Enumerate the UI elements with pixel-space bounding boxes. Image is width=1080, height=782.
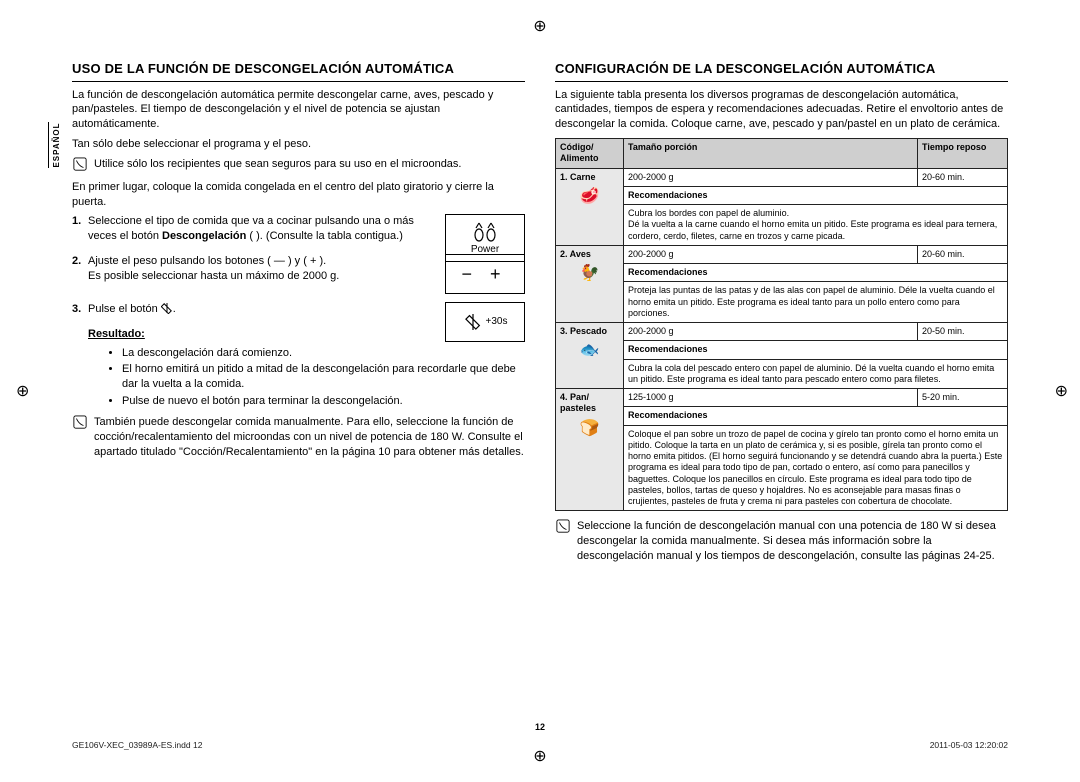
step-1-bold: Descongelación bbox=[162, 230, 246, 242]
page-number: 12 bbox=[535, 722, 545, 732]
note-text-1: Utilice sólo los recipientes que sean se… bbox=[94, 157, 461, 176]
th-size: Tamaño porción bbox=[624, 139, 918, 169]
bullet-1: La descongelación dará comienzo. bbox=[122, 346, 525, 361]
steps-list: 1. Seleccione el tipo de comida que va a… bbox=[72, 214, 525, 316]
footer-timestamp: 2011-05-03 12:20:02 bbox=[930, 740, 1008, 750]
th-code: Código/ Alimento bbox=[556, 139, 624, 169]
step-num-1: 1. bbox=[72, 214, 81, 229]
table-time-cell: 20-50 min. bbox=[918, 323, 1008, 341]
step-num-3: 3. bbox=[72, 302, 81, 317]
footer-filename: GE106V-XEC_03989A-ES.indd 12 bbox=[72, 740, 202, 750]
step-2: 2. Ajuste el peso pulsando los botones (… bbox=[88, 254, 525, 284]
table-rec-label: Recomendaciones bbox=[624, 264, 1008, 282]
step-2-text-c: ). bbox=[316, 255, 326, 267]
start-30s-label: +30s bbox=[486, 315, 508, 329]
step-3: 3. Pulse el botón . +30s bbox=[88, 302, 525, 317]
left-heading: USO DE LA FUNCIÓN DE DESCONGELACIÓN AUTO… bbox=[72, 60, 525, 82]
left-instruction: En primer lugar, coloque la comida conge… bbox=[72, 180, 525, 210]
left-intro-1: La función de descongelación automática … bbox=[72, 88, 525, 133]
start-30s-button-illustration: +30s bbox=[445, 302, 525, 342]
plus-minus-button-illustration: −+ bbox=[445, 254, 525, 294]
footer: GE106V-XEC_03989A-ES.indd 12 2011-05-03 … bbox=[72, 740, 1008, 750]
th-time: Tiempo reposo bbox=[918, 139, 1008, 169]
crop-mark-left: ⊕ bbox=[16, 381, 29, 401]
table-size-cell: 200-2000 g bbox=[624, 245, 918, 263]
table-rec-text: Cubra los bordes con papel de aluminio.D… bbox=[624, 205, 1008, 246]
table-time-cell: 20-60 min. bbox=[918, 245, 1008, 263]
table-rec-text: Proteja las puntas de las patas y de las… bbox=[624, 282, 1008, 323]
right-intro: La siguiente tabla presenta los diversos… bbox=[555, 88, 1008, 133]
table-rec-text: Cubra la cola del pescado entero con pap… bbox=[624, 359, 1008, 389]
right-heading: CONFIGURACIÓN DE LA DESCONGELACIÓN AUTOM… bbox=[555, 60, 1008, 82]
food-icon: 🐟 bbox=[560, 341, 619, 361]
result-bullets: La descongelación dará comienzo. El horn… bbox=[72, 346, 525, 409]
note-text-3: Seleccione la función de descongelación … bbox=[577, 519, 1008, 564]
page-content: USO DE LA FUNCIÓN DE DESCONGELACIÓN AUTO… bbox=[72, 60, 1008, 720]
step-3-text: Pulse el botón bbox=[88, 303, 161, 315]
note-icon bbox=[555, 519, 571, 564]
table-code-cell: 1. Carne🥩 bbox=[556, 168, 624, 245]
table-code-cell: 4. Pan/ pasteles🍞 bbox=[556, 389, 624, 511]
table-rec-text: Coloque el pan sobre un trozo de papel d… bbox=[624, 425, 1008, 511]
table-code-cell: 2. Aves🐓 bbox=[556, 245, 624, 322]
bullet-3: Pulse de nuevo el botón para terminar la… bbox=[122, 394, 525, 409]
plus-minus-glyphs: −+ bbox=[451, 262, 518, 286]
bullet-2: El horno emitirá un pitido a mitad de la… bbox=[122, 362, 525, 392]
note-icon bbox=[72, 157, 88, 176]
left-intro-2: Tan sólo debe seleccionar el programa y … bbox=[72, 137, 525, 152]
crop-mark-top: ⊕ bbox=[533, 16, 546, 36]
table-rec-label: Recomendaciones bbox=[624, 407, 1008, 425]
step-2-text-a: Ajuste el peso pulsando los botones ( bbox=[88, 255, 274, 267]
right-column: CONFIGURACIÓN DE LA DESCONGELACIÓN AUTOM… bbox=[555, 60, 1008, 720]
table-size-cell: 200-2000 g bbox=[624, 168, 918, 186]
table-time-cell: 5-20 min. bbox=[918, 389, 1008, 407]
note-text-2: También puede descongelar comida manualm… bbox=[94, 415, 525, 460]
table-rec-label: Recomendaciones bbox=[624, 341, 1008, 359]
table-size-cell: 125-1000 g bbox=[624, 389, 918, 407]
food-icon: 🐓 bbox=[560, 264, 619, 284]
note-container-2: También puede descongelar comida manualm… bbox=[72, 415, 525, 460]
step-1: 1. Seleccione el tipo de comida que va a… bbox=[88, 214, 525, 244]
food-icon: 🍞 bbox=[560, 419, 619, 439]
step-1-text-c: ( ). (Consulte la tabla contigua.) bbox=[249, 230, 402, 242]
table-code-cell: 3. Pescado🐟 bbox=[556, 323, 624, 389]
table-rec-label: Recomendaciones bbox=[624, 186, 1008, 204]
step-2-text-b: ) y ( bbox=[285, 255, 310, 267]
note-container-3: Seleccione la función de descongelación … bbox=[555, 519, 1008, 564]
defrost-table: Código/ Alimento Tamaño porción Tiempo r… bbox=[555, 138, 1008, 511]
step-2-text-d: Es posible seleccionar hasta un máximo d… bbox=[88, 270, 339, 282]
note-icon bbox=[72, 415, 88, 460]
food-icon: 🥩 bbox=[560, 187, 619, 207]
note-container-1: Utilice sólo los recipientes que sean se… bbox=[72, 157, 525, 176]
crop-mark-right: ⊕ bbox=[1055, 381, 1068, 401]
left-column: USO DE LA FUNCIÓN DE DESCONGELACIÓN AUTO… bbox=[72, 60, 525, 720]
step-num-2: 2. bbox=[72, 254, 81, 269]
table-time-cell: 20-60 min. bbox=[918, 168, 1008, 186]
table-size-cell: 200-2000 g bbox=[624, 323, 918, 341]
language-tab: ESPAÑOL bbox=[48, 122, 61, 168]
